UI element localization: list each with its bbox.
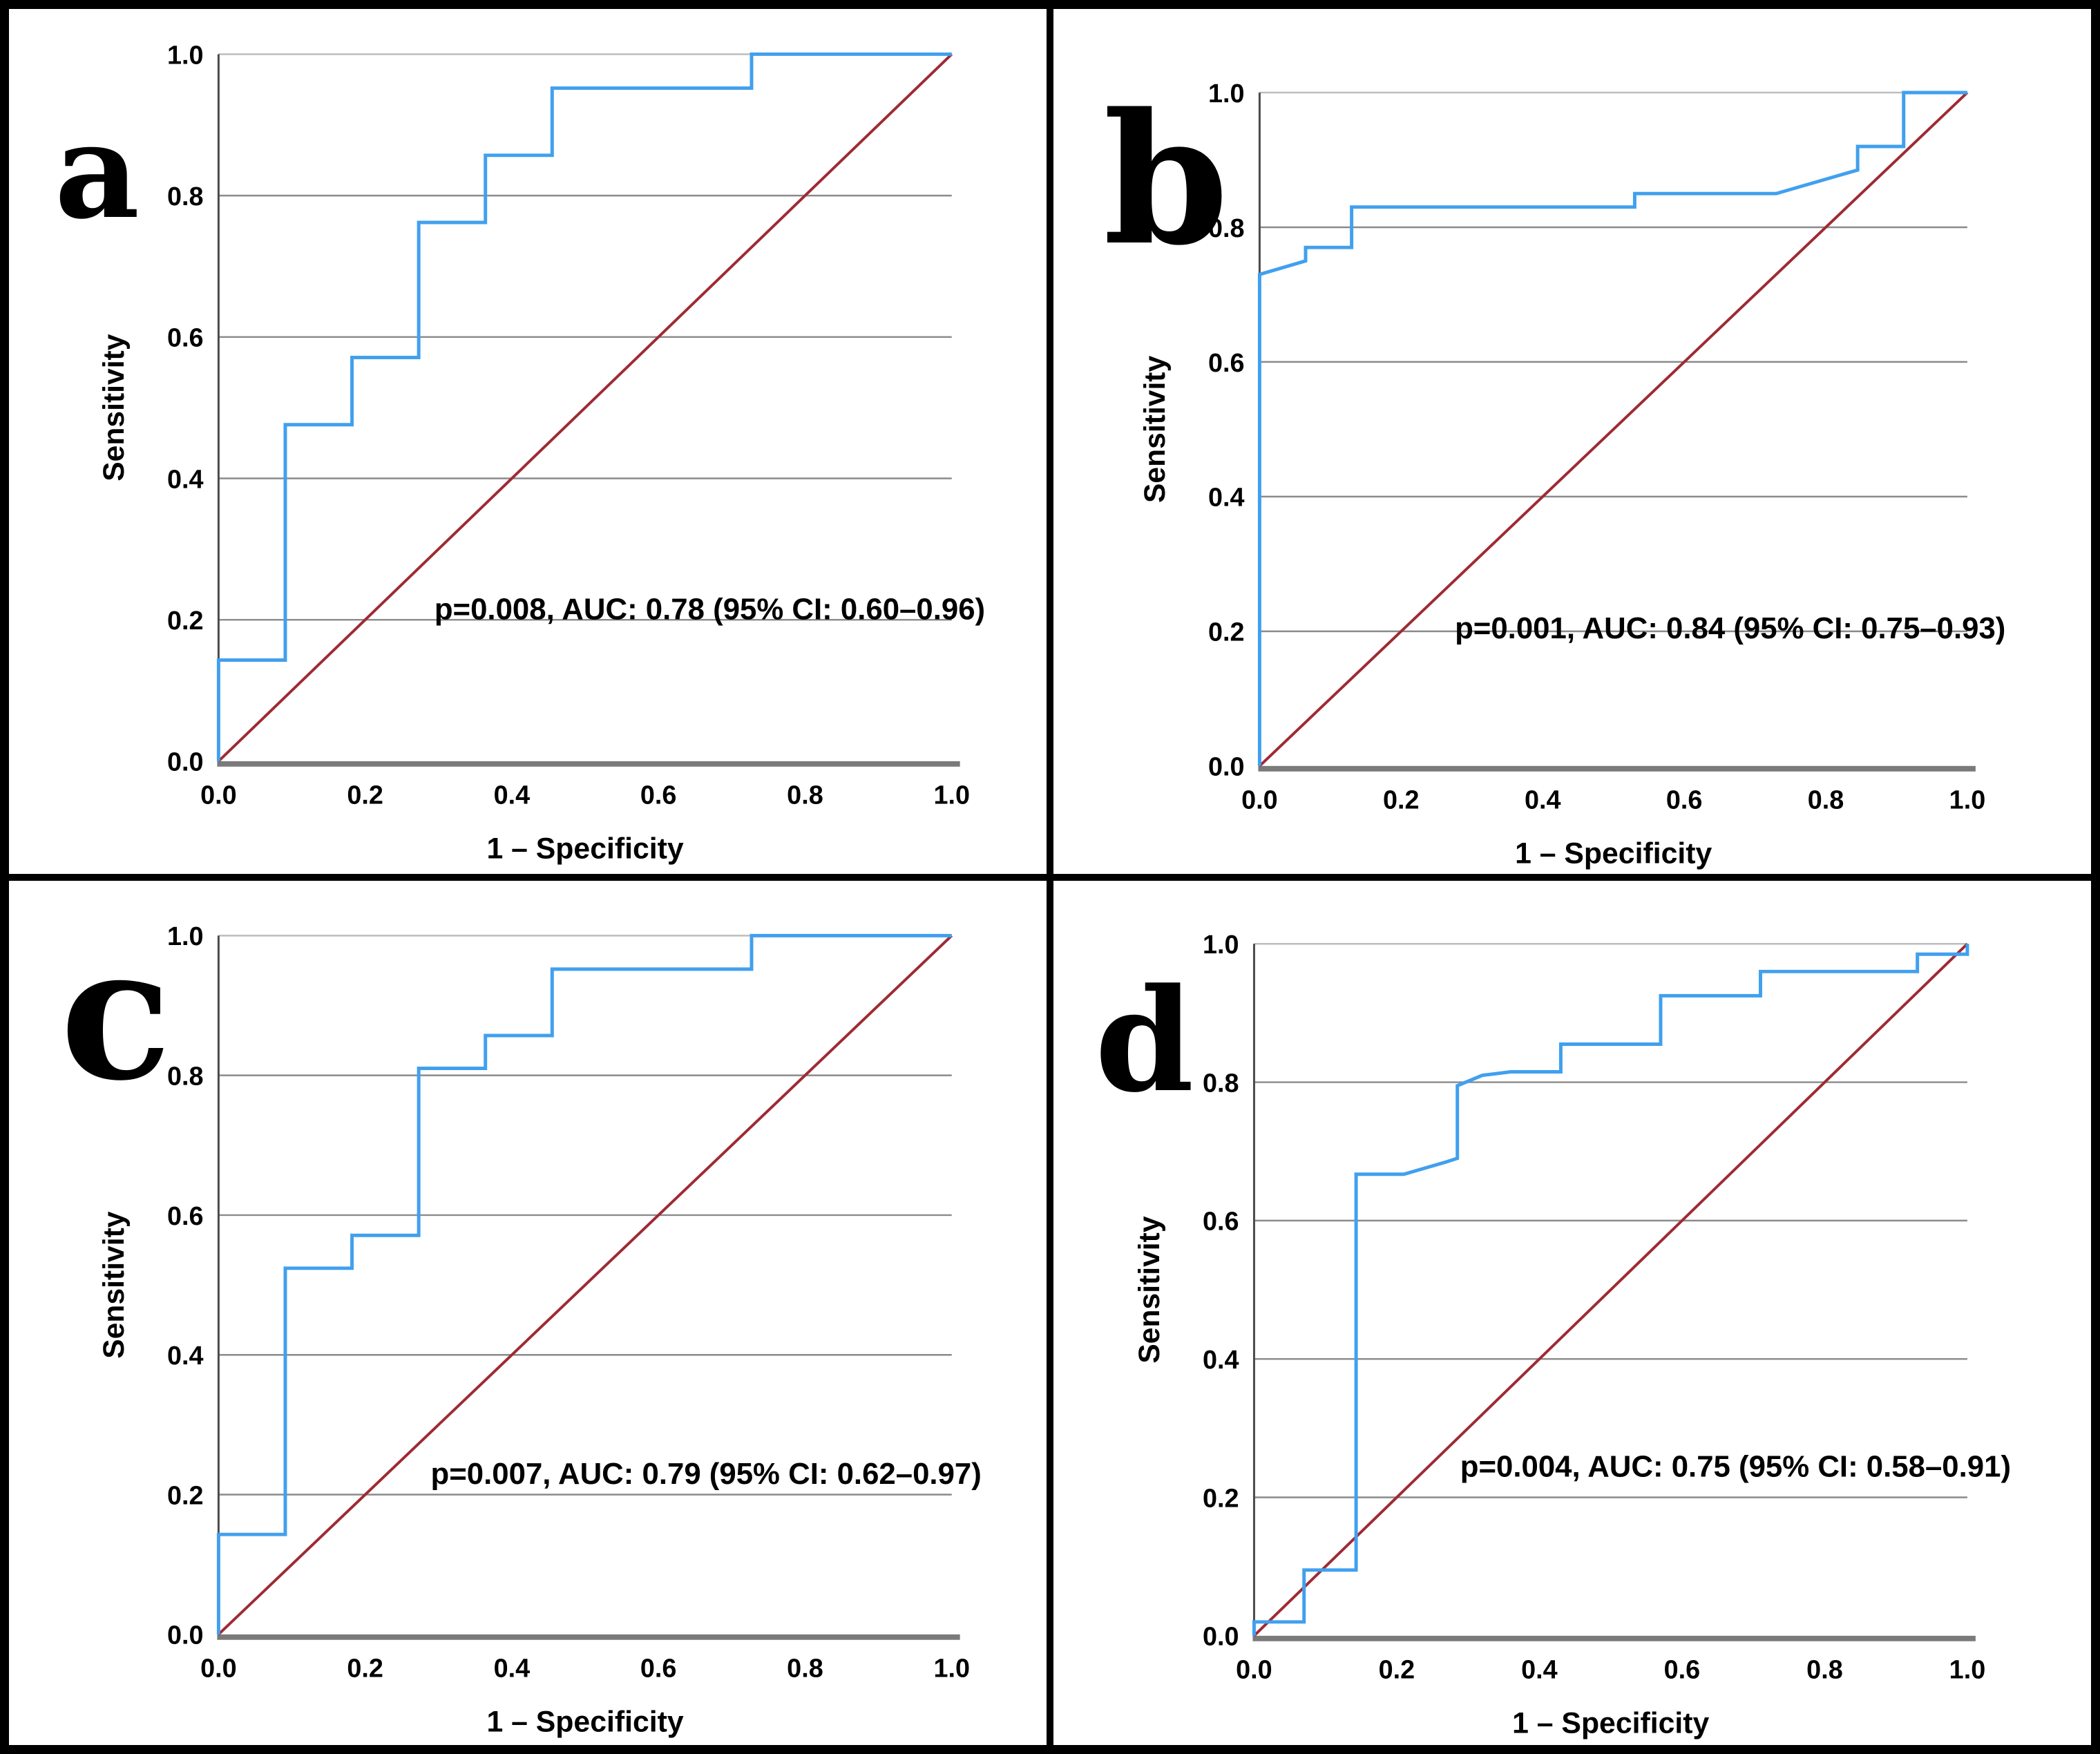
y-tick-label-0.8: 0.8: [167, 1061, 204, 1090]
y-tick-label-0.2: 0.2: [167, 1480, 204, 1509]
roc-panel-c: 0.0 0.2 0.4 0.6 0.8 1.0 0.0 0.2 0.4 0.6 0.8 1.0 1 – …: [9, 880, 1047, 1745]
x-tick-label-1.0: 1.0: [933, 1653, 970, 1682]
x-tick-label-1.0: 1.0: [1949, 785, 1986, 814]
x-tick-label-0.4: 0.4: [494, 1653, 531, 1682]
auc-annotation: p=0.001, AUC: 0.84 (95% CI: 0.75–0.93): [1455, 611, 2005, 645]
x-tick-label-0.4: 0.4: [1525, 785, 1561, 814]
chance-diagonal: [218, 53, 953, 763]
y-tick-label-1.0: 1.0: [1208, 79, 1245, 108]
roc-chart-d: 0.0 0.2 0.4 0.6 0.8 1.0 0.0 0.2 0.4 0.6 0.8 1.0 1 – …: [1133, 930, 2011, 1739]
y-tick-label-1.0: 1.0: [1203, 930, 1239, 959]
roc-chart-a: 0.0 0.2 0.4 0.6 0.8 1.0 0.0 0.2 0.4 0.6 0.8 1.0 1 – …: [97, 40, 985, 866]
y-tick-label-0.2: 0.2: [1203, 1483, 1239, 1512]
roc-chart-b: 0.0 0.2 0.4 0.6 0.8 1.0 0.0 0.2 0.4 0.6 0.8 1.0 1 – …: [1138, 79, 2005, 870]
y-tick-label-0.0: 0.0: [1203, 1621, 1239, 1650]
chance-diagonal: [1259, 91, 1969, 768]
x-tick-label-0.0: 0.0: [1236, 1655, 1272, 1684]
auc-annotation: p=0.007, AUC: 0.79 (95% CI: 0.62–0.97): [431, 1457, 982, 1491]
roc-curve: [216, 933, 952, 1634]
y-tick-label-0.6: 0.6: [1208, 348, 1245, 377]
x-tick-label-0.0: 0.0: [200, 1653, 237, 1682]
y-axis-title: Sensitivity: [97, 334, 131, 481]
y-tick-label-0.0: 0.0: [167, 1620, 204, 1649]
y-tick-label-0.2: 0.2: [1208, 618, 1245, 647]
y-tick-label-0.4: 0.4: [167, 464, 204, 493]
y-tick-label-0.6: 0.6: [1203, 1206, 1239, 1235]
x-tick-label-0.6: 0.6: [640, 780, 677, 809]
y-tick-label-0.6: 0.6: [167, 323, 204, 352]
panel-letter-b: b: [1103, 75, 1229, 285]
y-tick-label-0.4: 0.4: [167, 1341, 204, 1370]
x-axis-title: 1 – Specificity: [1515, 837, 1712, 870]
y-tick-label-1.0: 1.0: [167, 40, 204, 69]
y-tick-label-0.6: 0.6: [167, 1201, 204, 1230]
roc-curve: [1257, 90, 1967, 766]
y-tick-label-0.4: 0.4: [1203, 1345, 1239, 1374]
roc-chart-c: 0.0 0.2 0.4 0.6 0.8 1.0 0.0 0.2 0.4 0.6 0.8 1.0 1 – …: [97, 922, 982, 1738]
y-axis-title: Sensitivity: [1138, 356, 1172, 503]
chance-diagonal: [1253, 942, 1969, 1637]
auc-annotation: p=0.008, AUC: 0.78 (95% CI: 0.60–0.96): [435, 593, 985, 627]
y-tick-label-0.0: 0.0: [167, 747, 204, 776]
x-tick-label-0.8: 0.8: [787, 780, 823, 809]
chance-diagonal: [218, 934, 953, 1635]
y-tick-label-0.8: 0.8: [1203, 1068, 1239, 1097]
roc-curve: [1252, 943, 1969, 1636]
x-tick-label-0.8: 0.8: [787, 1653, 823, 1682]
auc-annotation: p=0.004, AUC: 0.75 (95% CI: 0.58–0.91): [1460, 1449, 2011, 1483]
x-axis-title: 1 – Specificity: [1512, 1706, 1709, 1739]
panel-letter-a: a: [55, 94, 140, 248]
y-tick-label-0.8: 0.8: [167, 182, 204, 211]
x-tick-label-0.4: 0.4: [1521, 1655, 1558, 1684]
roc-panel-d: 0.0 0.2 0.4 0.6 0.8 1.0 0.0 0.2 0.4 0.6 0.8 1.0 1 – …: [1053, 880, 2091, 1745]
x-tick-label-0.2: 0.2: [347, 1653, 383, 1682]
x-axis-title: 1 – Specificity: [486, 832, 683, 866]
y-tick-label-1.0: 1.0: [167, 922, 204, 951]
panel-letter-c: c: [60, 906, 172, 1121]
roc-panel-b: 0.0 0.2 0.4 0.6 0.8 1.0 0.0 0.2 0.4 0.6 0.8 1.0 1 – …: [1053, 9, 2091, 874]
y-tick-label-0.0: 0.0: [1208, 752, 1245, 781]
x-tick-label-0.6: 0.6: [640, 1653, 677, 1682]
roc-curve: [216, 52, 952, 761]
y-tick-label-0.4: 0.4: [1208, 483, 1245, 512]
roc-panel-a: 0.0 0.2 0.4 0.6 0.8 1.0 0.0 0.2 0.4 0.6 0.8 1.0 1 – …: [9, 9, 1047, 874]
x-tick-label-0.2: 0.2: [1379, 1655, 1415, 1684]
panel-letter-d: d: [1095, 957, 1194, 1124]
x-tick-label-0.2: 0.2: [347, 780, 383, 809]
y-tick-label-0.8: 0.8: [1208, 213, 1245, 242]
x-tick-label-0.8: 0.8: [1808, 785, 1844, 814]
x-axis-title: 1 – Specificity: [486, 1705, 683, 1738]
panel-grid: 0.0 0.2 0.4 0.6 0.8 1.0 0.0 0.2 0.4 0.6 0.8 1.0 1 – …: [9, 9, 2091, 1745]
x-tick-label-0.0: 0.0: [1241, 785, 1278, 814]
x-tick-label-1.0: 1.0: [933, 780, 970, 809]
x-tick-label-0.0: 0.0: [200, 780, 237, 809]
x-tick-label-1.0: 1.0: [1949, 1655, 1986, 1684]
x-tick-label-0.2: 0.2: [1383, 785, 1420, 814]
x-tick-label-0.6: 0.6: [1664, 1655, 1701, 1684]
y-axis-title: Sensitivity: [97, 1211, 131, 1358]
x-tick-label-0.4: 0.4: [494, 780, 531, 809]
x-tick-label-0.8: 0.8: [1806, 1655, 1843, 1684]
x-tick-label-0.6: 0.6: [1666, 785, 1703, 814]
y-tick-label-0.2: 0.2: [167, 606, 204, 635]
y-axis-title: Sensitivity: [1133, 1216, 1166, 1363]
